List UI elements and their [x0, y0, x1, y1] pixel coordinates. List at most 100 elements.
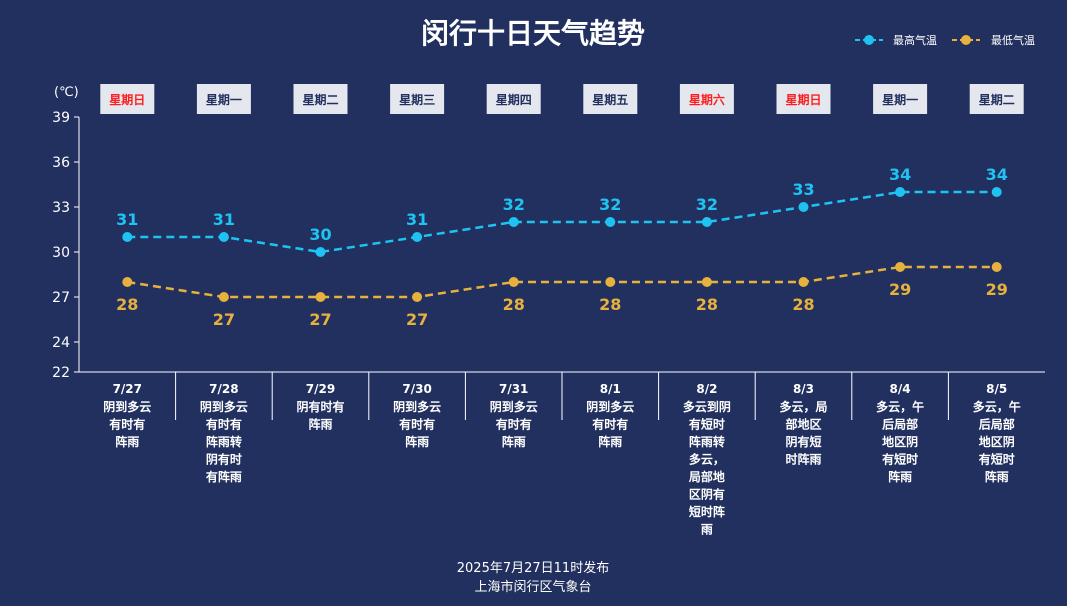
weekday-badge-bg	[679, 84, 734, 114]
data-label: 28	[599, 295, 621, 314]
data-label: 27	[406, 310, 428, 329]
weather-description-line: 后局部	[882, 417, 918, 432]
data-label: 34	[986, 165, 1008, 184]
y-tick-label: 22	[52, 365, 70, 381]
data-label: 32	[696, 195, 718, 214]
weather-description-line: 地区阴	[979, 434, 1015, 449]
legend-low-label: 最低气温	[991, 33, 1035, 47]
weekday-label: 星期二	[979, 92, 1015, 107]
weekday-label: 星期四	[496, 92, 532, 107]
weather-description-line: 阴到多云	[393, 399, 441, 414]
weekday-label: 星期日	[109, 92, 145, 107]
data-point	[508, 217, 519, 227]
data-point	[218, 232, 229, 242]
data-point	[508, 277, 519, 287]
issue-time: 2025年7月27日11时发布	[457, 560, 609, 576]
date-label: 8/5	[986, 382, 1007, 396]
high-temp-line	[127, 190, 997, 254]
weekday-badge: 星期六	[679, 84, 734, 114]
data-point	[412, 232, 423, 242]
weekday-label: 星期日	[785, 92, 821, 107]
y-tick-label: 36	[52, 155, 70, 171]
data-label: 32	[599, 195, 621, 214]
weather-description-line: 多云，午	[876, 399, 924, 414]
y-tick-label: 27	[52, 290, 70, 306]
weekday-badge: 星期二	[293, 84, 348, 114]
weather-description-line: 有时有	[592, 417, 628, 432]
data-point	[701, 217, 712, 227]
y-axis: 22 24 27 30 33 36 39	[52, 110, 80, 381]
weather-description-line: 阴到多云	[103, 399, 151, 414]
data-label: 31	[116, 210, 138, 229]
date-label: 8/2	[696, 382, 717, 396]
legend-item-high: 最高气温	[855, 33, 937, 47]
weather-description-line: 阵雨	[985, 469, 1009, 484]
weather-description-line: 有时有	[109, 417, 145, 432]
weather-description-line: 有时有	[399, 417, 435, 432]
data-point	[122, 277, 133, 287]
weekday-label: 星期六	[689, 92, 725, 107]
weekday-badge-bg	[969, 84, 1024, 114]
weather-description-line: 阴到多云	[200, 399, 248, 414]
weather-description-line: 有时有	[206, 417, 242, 432]
weather-description-line: 有短时	[979, 452, 1015, 467]
weekday-badge-bg	[196, 84, 251, 114]
data-label: 31	[406, 210, 428, 229]
date-label: 7/30	[402, 382, 431, 396]
weekday-badge-bg	[390, 84, 445, 114]
legend-item-low: 最低气温	[952, 33, 1035, 47]
low-temp-line	[127, 265, 997, 299]
data-point	[991, 187, 1002, 197]
data-label: 29	[889, 280, 911, 299]
chart-title: 闵行十日天气趋势	[421, 17, 645, 50]
weather-description-line: 时阵雨	[785, 452, 821, 467]
y-tick-label: 30	[52, 245, 70, 261]
weather-description-line: 地区阴	[882, 434, 918, 449]
weather-description-line: 后局部	[979, 417, 1015, 432]
weather-description-line: 多云，	[689, 452, 725, 467]
data-label: 28	[696, 295, 718, 314]
legend-high-label: 最高气温	[893, 33, 937, 47]
data-point	[315, 292, 326, 302]
weather-description-line: 部地区	[785, 417, 821, 432]
data-point	[605, 217, 616, 227]
data-point	[895, 187, 906, 197]
data-point	[218, 292, 229, 302]
data-label: 31	[213, 210, 235, 229]
weather-description-line: 阴有时有	[296, 399, 344, 414]
data-point	[315, 247, 326, 257]
y-tick-label: 24	[52, 335, 70, 351]
weather-description-line: 阵雨	[115, 434, 139, 449]
data-label: 30	[309, 225, 331, 244]
data-label: 27	[213, 310, 235, 329]
weekday-badge: 星期二	[969, 84, 1024, 114]
weather-description-line: 区阴有	[689, 487, 725, 502]
weekday-label: 星期五	[592, 92, 628, 107]
y-tick-label: 33	[52, 200, 70, 216]
date-label: 8/3	[793, 382, 814, 396]
date-label: 8/1	[600, 382, 621, 396]
weather-description-line: 阵雨	[888, 469, 912, 484]
data-label: 28	[503, 295, 525, 314]
data-point	[798, 202, 809, 212]
data-point	[701, 277, 712, 287]
weather-description-line: 阴到多云	[586, 399, 634, 414]
weather-description-line: 有阵雨	[206, 469, 242, 484]
weather-description-line: 多云到阴	[683, 399, 731, 414]
agency-name: 上海市闵行区气象台	[474, 579, 591, 595]
weather-description-line: 有时有	[496, 417, 532, 432]
weekday-badge-bg	[583, 84, 638, 114]
weather-description-line: 雨	[701, 523, 713, 537]
weekday-badge-bg	[100, 84, 155, 114]
weekday-badge: 星期日	[100, 84, 155, 114]
weather-description-line: 有短时	[882, 452, 918, 467]
date-label: 7/29	[306, 382, 335, 396]
weather-description-line: 有短时	[689, 417, 725, 432]
